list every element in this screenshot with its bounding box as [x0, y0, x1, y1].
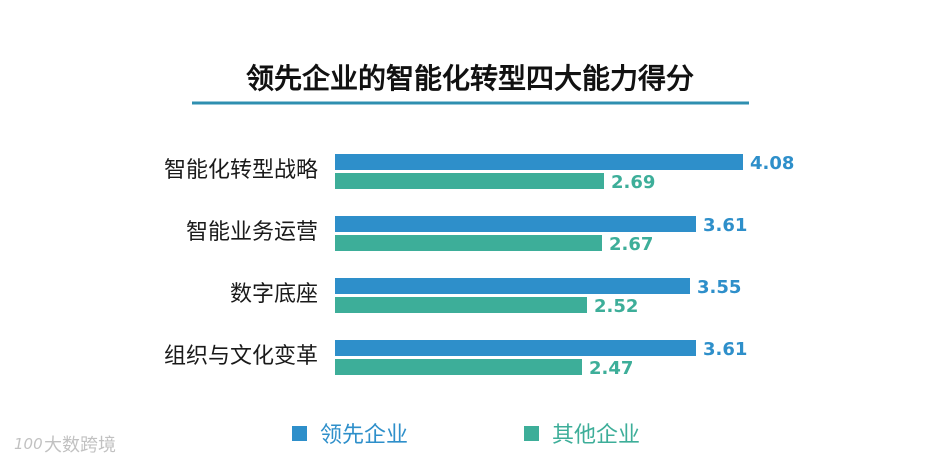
legend-label: 领先企业: [320, 423, 408, 448]
legend-swatch: [524, 426, 539, 441]
category-label: 智能业务运营: [186, 220, 318, 245]
category-label: 智能化转型战略: [164, 158, 318, 183]
bar-value-label: 4.08: [750, 153, 794, 174]
category-label: 数字底座: [230, 282, 318, 307]
bar-value-label: 3.61: [703, 339, 747, 360]
bar-value-label: 3.61: [703, 215, 747, 236]
bar-value-label: 2.52: [594, 296, 638, 317]
watermark: 100 大数跨境: [14, 435, 116, 456]
bar-leading: [335, 154, 743, 170]
bar-other: [335, 173, 604, 189]
bar-value-label: 2.47: [589, 358, 633, 379]
bar-other: [335, 297, 587, 313]
bar-other: [335, 359, 582, 375]
bar-leading: [335, 216, 696, 232]
chart-title: 领先企业的智能化转型四大能力得分: [246, 62, 694, 95]
legend-swatch: [292, 426, 307, 441]
legend-label: 其他企业: [552, 423, 640, 448]
bar-leading: [335, 340, 696, 356]
bar-value-label: 3.55: [697, 277, 741, 298]
watermark-text: 大数跨境: [44, 435, 116, 456]
bar-leading: [335, 278, 690, 294]
bars-layer: 智能化转型战略 4.08 2.69 智能业务运营 3.61 2.67 数字底座 3.55 2.5…: [164, 153, 794, 379]
legend: 领先企业 其他企业: [292, 423, 640, 448]
bar-other: [335, 235, 602, 251]
bar-value-label: 2.67: [609, 234, 653, 255]
watermark-logo: 100: [14, 435, 43, 453]
category-label: 组织与文化变革: [164, 344, 318, 369]
bar-value-label: 2.69: [611, 172, 655, 193]
